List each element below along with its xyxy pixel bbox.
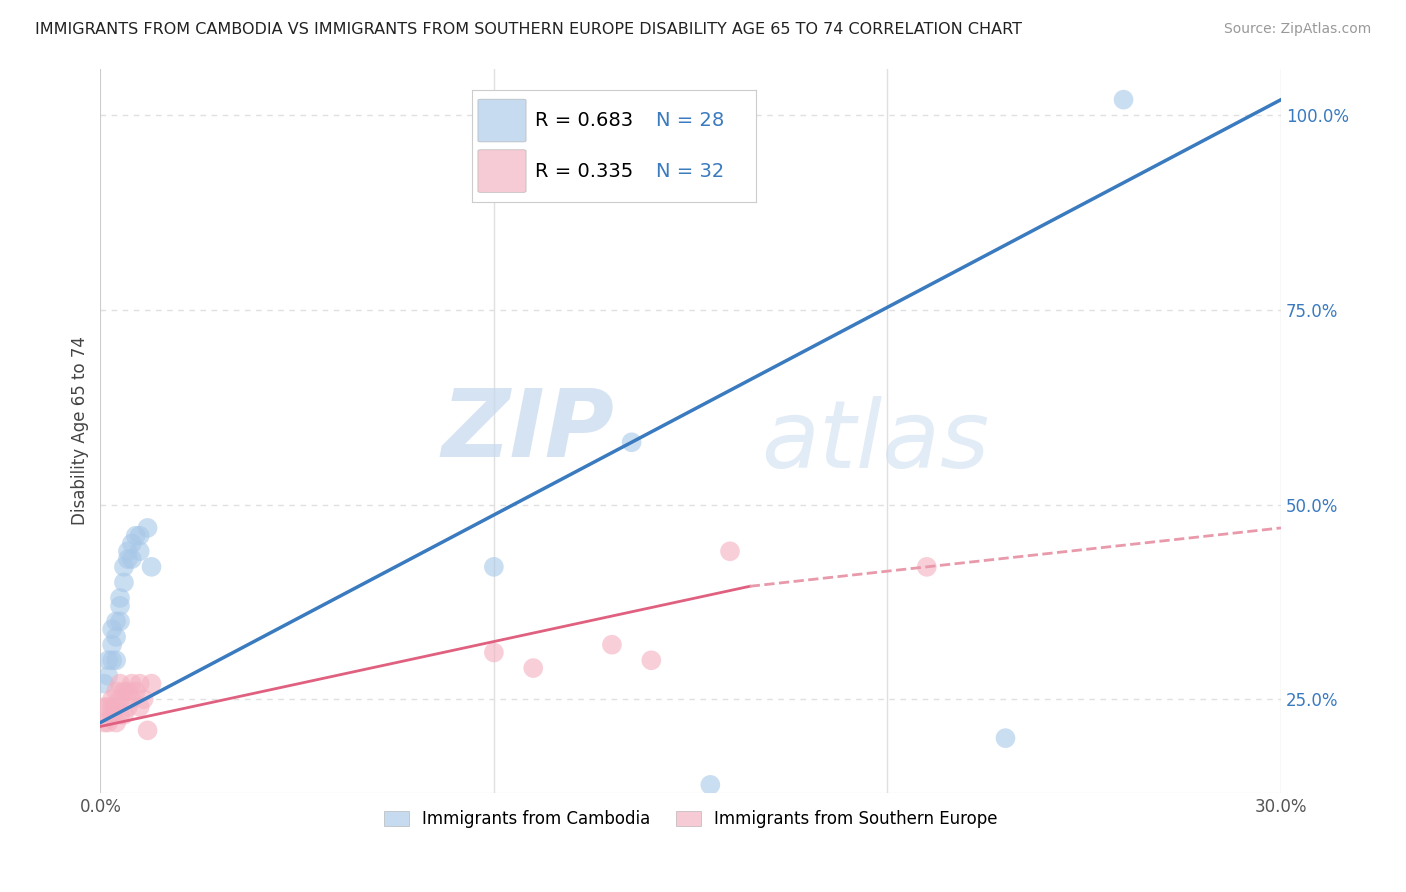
Point (112, 707, 135, 722)
Point (121, 692, 143, 706)
Point (93, 700, 115, 714)
Text: Source: ZipAtlas.com: Source: ZipAtlas.com (1223, 22, 1371, 37)
Point (994, 731, 1017, 746)
Point (105, 615, 128, 629)
Point (101, 653, 124, 667)
Point (93, 676, 115, 690)
Point (105, 684, 128, 698)
Point (125, 684, 148, 698)
Point (128, 676, 150, 690)
Text: ZIP: ZIP (441, 384, 614, 476)
Point (105, 700, 128, 714)
Text: atlas: atlas (762, 396, 990, 487)
Point (101, 700, 124, 714)
Point (105, 653, 128, 667)
Point (121, 676, 143, 690)
Point (915, 559, 938, 574)
Point (117, 700, 139, 714)
Point (97, 653, 120, 667)
Point (97, 715, 120, 730)
Point (128, 700, 150, 714)
Point (482, 646, 505, 660)
Point (718, 544, 741, 558)
Point (117, 684, 139, 698)
Point (93, 715, 115, 730)
Point (1112, 93, 1135, 107)
Point (141, 559, 163, 574)
Point (121, 552, 143, 566)
Point (136, 521, 159, 535)
Point (640, 653, 662, 667)
Y-axis label: Disability Age 65 to 74: Disability Age 65 to 74 (72, 336, 89, 525)
Point (141, 676, 163, 690)
Point (108, 615, 131, 629)
Point (101, 622, 124, 636)
Point (108, 676, 131, 690)
Point (97, 669, 120, 683)
Point (112, 559, 135, 574)
Point (136, 723, 159, 738)
Point (1191, 832, 1213, 847)
Point (112, 575, 135, 590)
Point (522, 661, 544, 675)
Point (117, 544, 139, 558)
Legend: Immigrants from Cambodia, Immigrants from Southern Europe: Immigrants from Cambodia, Immigrants fro… (377, 804, 1004, 835)
Point (97, 700, 120, 714)
Point (132, 692, 155, 706)
Point (105, 630, 128, 644)
Point (108, 707, 131, 722)
Point (112, 684, 135, 698)
Point (125, 529, 148, 543)
Point (105, 715, 128, 730)
Point (699, 778, 721, 792)
Point (121, 536, 143, 550)
Point (117, 552, 139, 566)
Point (108, 692, 131, 706)
Point (108, 591, 131, 605)
Point (482, 559, 505, 574)
Point (620, 435, 643, 450)
Point (101, 707, 124, 722)
Point (101, 638, 124, 652)
Point (128, 529, 150, 543)
Text: IMMIGRANTS FROM CAMBODIA VS IMMIGRANTS FROM SOUTHERN EUROPE DISABILITY AGE 65 TO: IMMIGRANTS FROM CAMBODIA VS IMMIGRANTS F… (35, 22, 1022, 37)
Point (600, 638, 623, 652)
Point (108, 599, 131, 613)
Point (101, 692, 124, 706)
Point (128, 544, 150, 558)
